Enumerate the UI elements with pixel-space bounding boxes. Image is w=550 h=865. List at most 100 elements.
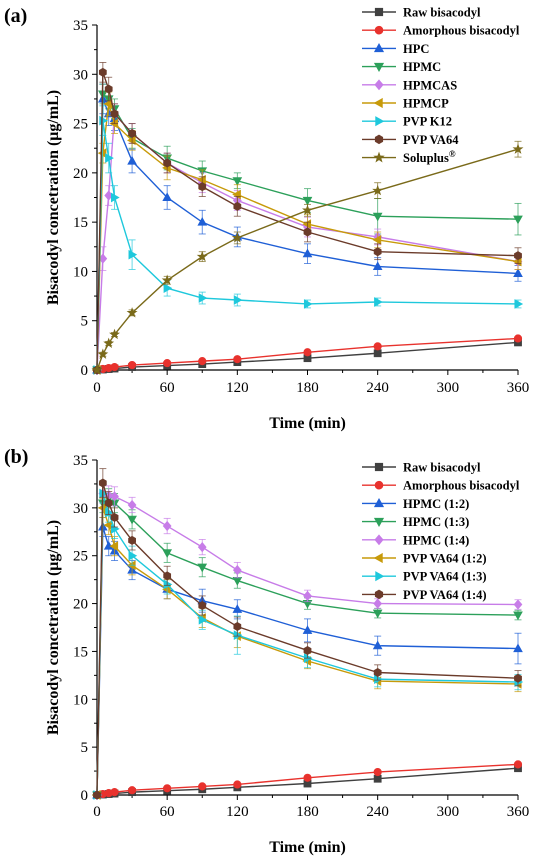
data-point [373, 247, 382, 257]
data-point [127, 499, 137, 511]
x-tick-label: 120 [226, 804, 249, 820]
data-point [197, 541, 207, 553]
data-point [373, 349, 382, 358]
legend-marker [373, 43, 385, 53]
y-tick-label: 25 [73, 549, 88, 565]
y-tick-label: 5 [81, 314, 89, 330]
legend-marker [374, 79, 384, 91]
x-tick-label: 300 [437, 804, 460, 820]
data-point [373, 774, 382, 783]
legend-marker [374, 25, 384, 35]
x-axis-title: Time (min) [269, 415, 346, 432]
data-point [513, 215, 523, 225]
data-point [128, 786, 137, 795]
legend-marker [375, 116, 385, 127]
data-point [109, 328, 121, 340]
data-point [513, 611, 523, 621]
series-8 [93, 62, 522, 375]
data-point [232, 177, 243, 186]
legend-marker [374, 589, 384, 600]
data-point [303, 348, 312, 357]
legend-marker [373, 97, 383, 109]
data-point [514, 299, 524, 309]
legend-marker [374, 534, 384, 546]
panel-label: (a) [4, 5, 27, 27]
legend-marker [374, 480, 384, 490]
data-point [111, 524, 120, 534]
y-tick-label: 0 [81, 788, 89, 804]
data-point [197, 563, 208, 573]
data-point [162, 192, 172, 202]
data-point [303, 773, 312, 782]
data-point [374, 297, 383, 307]
data-point [513, 599, 523, 610]
data-point [111, 192, 120, 203]
data-point [513, 268, 523, 277]
data-point [232, 604, 243, 613]
data-point [513, 760, 523, 769]
data-point [163, 283, 173, 294]
chart-panel-b: (b) 0 60 120 180 240 300 360 0 5 10 15 20 25 30 35 Time … [4, 446, 529, 856]
x-tick-label: 180 [296, 804, 319, 820]
legend-label: HPMC (1:3) [403, 515, 469, 529]
data-point [514, 251, 522, 261]
legend-label: PVP VA64 (1:4) [403, 588, 487, 602]
series-8 [93, 468, 522, 800]
data-point [197, 174, 206, 185]
data-point [198, 615, 208, 625]
x-tick-label: 300 [437, 380, 460, 396]
data-point [233, 622, 242, 632]
data-point [302, 204, 313, 215]
data-point [372, 609, 383, 619]
y-tick-label: 35 [73, 453, 88, 469]
y-axis-title: Bisacodyl concetration (μg/mL) [45, 520, 62, 735]
legend-label: HPC [403, 42, 429, 56]
panel-label: (b) [4, 446, 28, 468]
data-point [513, 334, 523, 343]
legend-marker [375, 571, 385, 582]
data-point [128, 550, 138, 561]
legend-marker [373, 151, 385, 163]
x-tick-label: 120 [226, 380, 249, 396]
legend-label: HPMC [403, 60, 441, 74]
data-point [196, 250, 208, 262]
data-point [110, 362, 119, 372]
data-point [372, 235, 382, 245]
data-point [97, 348, 109, 359]
x-axis-title: Time (min) [269, 839, 346, 856]
data-point [128, 535, 136, 545]
y-tick-label: 10 [73, 264, 88, 280]
data-point [302, 248, 313, 258]
data-point [198, 182, 207, 192]
data-point [373, 342, 382, 351]
data-point [127, 515, 137, 525]
data-point [126, 307, 138, 318]
data-point [232, 564, 242, 576]
data-point [302, 625, 313, 634]
legend-label: PVP VA64 [403, 133, 459, 147]
y-tick-label: 15 [73, 644, 88, 660]
data-point [99, 488, 108, 499]
x-tick-label: 0 [93, 380, 101, 396]
x-tick-label: 240 [366, 804, 389, 820]
data-point [91, 364, 103, 375]
y-tick-label: 20 [73, 166, 88, 182]
data-point [233, 295, 243, 305]
data-point [162, 549, 172, 558]
data-point [514, 673, 522, 683]
data-point [233, 630, 243, 640]
series-7 [93, 105, 524, 375]
y-tick-label: 20 [73, 597, 88, 613]
legend-label: HPMCP [403, 97, 449, 111]
data-point [198, 782, 207, 791]
data-point [161, 274, 173, 285]
data-point [110, 491, 119, 502]
data-point [303, 645, 312, 655]
chart-panel-a: (a) 0 60 120 180 240 300 360 0 5 10 15 20 25 30 35 Time … [4, 5, 529, 432]
series-2 [92, 760, 523, 800]
data-point [374, 674, 383, 685]
data-point [198, 293, 208, 303]
y-tick-label: 30 [73, 67, 88, 83]
y-axis-title: Bisacodyl concetration (μg/mL) [45, 90, 62, 305]
